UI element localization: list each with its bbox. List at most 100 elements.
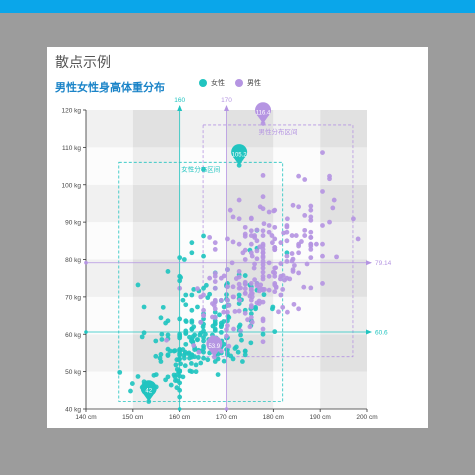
male-point	[266, 273, 272, 279]
background-cell	[273, 334, 321, 372]
female-point	[158, 352, 164, 357]
background-cell	[320, 110, 367, 148]
female-point	[189, 352, 195, 358]
mark-line-start	[224, 407, 229, 411]
male-point	[278, 240, 284, 246]
male-point	[248, 315, 254, 320]
chart-legend: 女性 男性	[199, 78, 271, 88]
male-point	[212, 315, 218, 320]
y-tick-label: 110 kg	[62, 145, 81, 152]
female-point	[233, 344, 239, 350]
male-point	[242, 231, 248, 237]
mark-area	[118, 161, 284, 402]
legend-female-swatch	[199, 79, 207, 87]
background-cell	[86, 259, 133, 297]
male-point	[260, 233, 266, 238]
female-point	[178, 361, 184, 367]
x-tick-label: 150 cm	[122, 414, 143, 421]
male-point	[302, 233, 308, 238]
female-point	[201, 355, 206, 361]
male-point	[225, 309, 230, 315]
male-point	[284, 223, 290, 228]
female-point	[225, 352, 230, 358]
male-point	[212, 306, 218, 312]
male-point	[207, 235, 213, 240]
female-point	[236, 162, 242, 168]
legend-male-label: 男性	[247, 80, 261, 87]
male-point	[260, 265, 266, 271]
male-point	[284, 238, 290, 244]
female-point	[183, 302, 189, 308]
male-point	[236, 308, 242, 314]
female-point	[159, 331, 165, 337]
mark-line-arrow	[177, 105, 183, 111]
male-point	[236, 274, 242, 280]
male-point	[302, 227, 308, 233]
female-point	[180, 374, 186, 380]
female-point	[165, 269, 171, 274]
mark-line-label: 60.6	[375, 330, 388, 337]
female-point	[181, 257, 187, 262]
background-cell	[320, 184, 367, 223]
female-point	[240, 359, 245, 364]
male-point	[254, 300, 260, 306]
y-tick-label: 80 kg	[65, 257, 81, 264]
female-point	[135, 374, 141, 379]
background-cell	[179, 371, 227, 409]
female-point	[153, 338, 159, 344]
y-tick-label: 70 kg	[65, 294, 81, 301]
female-point	[215, 372, 221, 378]
y-tick-label: 40 kg	[65, 407, 81, 414]
female-point	[181, 352, 187, 358]
male-point	[242, 279, 248, 285]
male-point	[308, 229, 314, 235]
female-point	[260, 331, 266, 337]
female-point	[201, 233, 206, 239]
series-male	[164, 121, 361, 360]
female-point	[193, 369, 199, 375]
female-point	[165, 318, 171, 324]
male-point	[284, 216, 290, 222]
male-point	[230, 214, 236, 220]
male-point	[198, 319, 204, 325]
legend-item-male[interactable]: 男性	[235, 78, 261, 88]
male-point	[236, 216, 242, 222]
legend-female-label: 女性	[211, 80, 225, 87]
male-point	[248, 233, 254, 238]
male-point	[302, 177, 308, 182]
male-point	[226, 343, 232, 349]
male-point	[201, 313, 206, 318]
male-point	[266, 229, 272, 235]
mark-point-pin	[231, 144, 248, 166]
female-point	[159, 337, 165, 342]
background-cell	[226, 334, 274, 372]
male-point	[280, 287, 286, 292]
background-cell	[273, 110, 321, 148]
female-point	[217, 312, 222, 318]
male-point	[232, 309, 238, 314]
male-point	[276, 309, 281, 315]
male-point	[308, 247, 314, 252]
male-point	[272, 245, 278, 250]
background-cell	[132, 222, 180, 260]
male-point	[247, 324, 253, 330]
male-point	[284, 253, 290, 259]
male-point	[260, 318, 266, 324]
chart-card: 散点示例 男性女性身高体重分布 女性 男性 140 cm 150 cm 160 cm…	[47, 47, 428, 428]
male-point	[248, 291, 254, 296]
male-point	[258, 282, 264, 288]
legend-item-female[interactable]: 女性	[199, 78, 225, 88]
male-point	[260, 339, 266, 345]
female-point	[238, 332, 243, 338]
male-point	[248, 241, 254, 247]
female-point	[183, 341, 189, 347]
female-point	[201, 253, 206, 259]
female-point	[201, 343, 206, 349]
female-point	[165, 352, 171, 358]
male-point	[226, 303, 232, 308]
male-point	[272, 236, 278, 242]
male-point	[272, 207, 278, 213]
male-point	[269, 233, 275, 238]
male-point	[242, 257, 248, 262]
male-point	[225, 297, 230, 303]
